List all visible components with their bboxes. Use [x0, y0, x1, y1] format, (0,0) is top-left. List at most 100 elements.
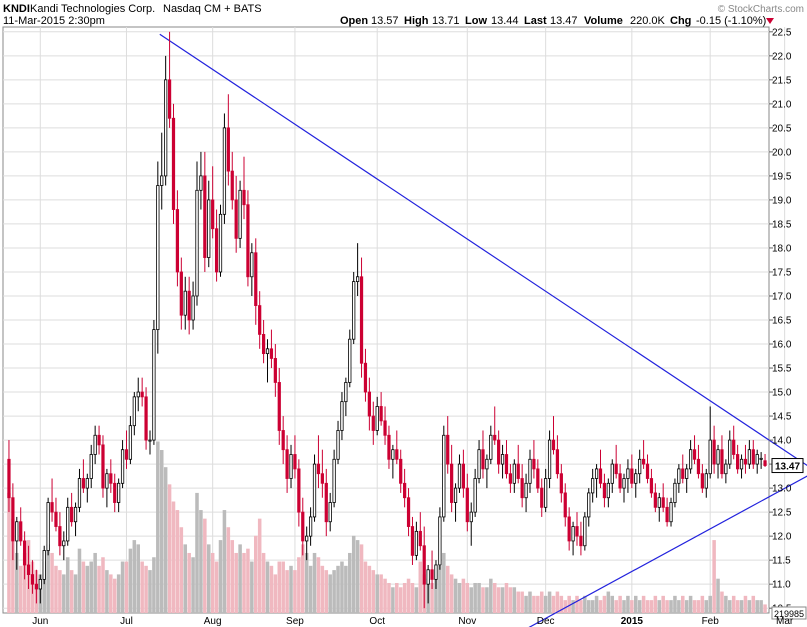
- candle-body: [128, 425, 133, 460]
- candle-body: [696, 458, 701, 475]
- candle-body: [512, 463, 516, 484]
- candle-body: [461, 463, 466, 489]
- candle-body: [316, 463, 321, 475]
- down-arrow-icon: [766, 18, 774, 24]
- volume-bar: [22, 552, 27, 613]
- volume-bar: [731, 595, 736, 613]
- candle-body: [732, 439, 736, 455]
- candle-body: [591, 478, 595, 494]
- candle-body: [743, 458, 748, 465]
- candle-body: [403, 482, 407, 499]
- volume-bar: [414, 587, 419, 613]
- candle-body: [97, 434, 101, 446]
- y-tick-label: 21.5: [772, 75, 792, 86]
- volume-bars: [7, 441, 767, 613]
- volume-bar: [156, 441, 160, 613]
- candle-body: [673, 482, 677, 503]
- candle-body: [265, 348, 270, 355]
- volume-bar: [543, 595, 548, 613]
- volume-bar: [637, 600, 642, 613]
- volume-bar: [316, 557, 321, 613]
- volume-bar: [539, 591, 544, 613]
- candle-body: [700, 473, 704, 489]
- y-axis-ticks: 10.511.011.512.012.513.013.514.014.515.0…: [769, 27, 807, 620]
- candle-body: [195, 189, 199, 297]
- candle-body: [203, 175, 207, 258]
- candle-body: [724, 463, 728, 475]
- volume-bar: [18, 565, 23, 613]
- volume-bar: [324, 570, 329, 613]
- candle-body: [54, 511, 58, 527]
- volume-bar: [508, 587, 513, 613]
- y-tick-label: 15.5: [772, 364, 792, 375]
- volume-bar: [50, 552, 54, 613]
- candle-body: [289, 454, 293, 479]
- volume-bar: [567, 595, 571, 613]
- volume-bar: [15, 552, 19, 613]
- volume-bar: [708, 595, 712, 613]
- candle-body: [661, 497, 665, 508]
- volume-bar: [332, 570, 336, 613]
- volume-bar: [610, 595, 615, 613]
- candle-body: [89, 454, 93, 479]
- candle-body: [340, 401, 344, 431]
- candle-body: [708, 439, 712, 475]
- candle-body: [540, 487, 544, 508]
- y-tick-label: 13.0: [772, 484, 792, 495]
- volume-bar: [575, 595, 579, 613]
- candle-body: [132, 396, 136, 427]
- volume-bar: [261, 552, 266, 613]
- ticker-symbol: KNDI: [3, 3, 30, 15]
- volume-bar: [281, 561, 285, 613]
- volume-bar: [622, 600, 626, 613]
- volume-bar: [532, 595, 536, 613]
- chg-value: -0.15 (-1.10%): [696, 15, 766, 27]
- volume-bar: [336, 565, 340, 613]
- volume-bar: [692, 600, 697, 613]
- candle-body: [254, 252, 258, 306]
- candle-body: [579, 535, 583, 547]
- candle-body: [297, 468, 301, 513]
- volume-bar: [379, 574, 383, 613]
- y-tick-label: 16.0: [772, 340, 792, 351]
- candle-body: [117, 482, 121, 503]
- candle-body: [450, 463, 454, 503]
- candle-body: [712, 439, 716, 465]
- volume-bar: [128, 548, 133, 613]
- volume-bar: [152, 557, 156, 613]
- volume-bar: [481, 587, 485, 613]
- volume-bar: [312, 552, 317, 613]
- candle-body: [214, 228, 219, 273]
- volume-bar: [728, 600, 732, 613]
- volume-bar: [598, 600, 603, 613]
- candle-body: [308, 516, 313, 537]
- volume-bar: [250, 561, 254, 613]
- volume-bar: [673, 595, 677, 613]
- candle-body: [528, 458, 532, 484]
- volume-bar: [132, 540, 137, 613]
- candle-body: [375, 406, 379, 431]
- volume-bar: [289, 565, 293, 613]
- candle-body: [469, 511, 473, 523]
- volume-bar: [485, 587, 489, 613]
- candle-body: [58, 526, 62, 547]
- volume-bar: [77, 548, 82, 613]
- candle-body: [481, 449, 485, 470]
- volume-bar: [116, 574, 121, 613]
- candle-body: [442, 434, 446, 518]
- candle-body: [645, 463, 650, 479]
- y-tick-label: 16.5: [772, 316, 792, 327]
- candle-body: [34, 583, 38, 590]
- volume-bar: [206, 544, 211, 613]
- candle-body: [692, 449, 697, 460]
- volume-bar: [492, 582, 497, 613]
- candle-body: [359, 276, 364, 364]
- candle-body: [547, 439, 552, 479]
- volume-bar: [700, 595, 705, 613]
- low-label: Low: [465, 15, 487, 27]
- volume-bar: [320, 565, 325, 613]
- candle-body: [101, 444, 105, 489]
- candle-body: [606, 482, 610, 499]
- y-tick-label: 19.0: [772, 195, 792, 206]
